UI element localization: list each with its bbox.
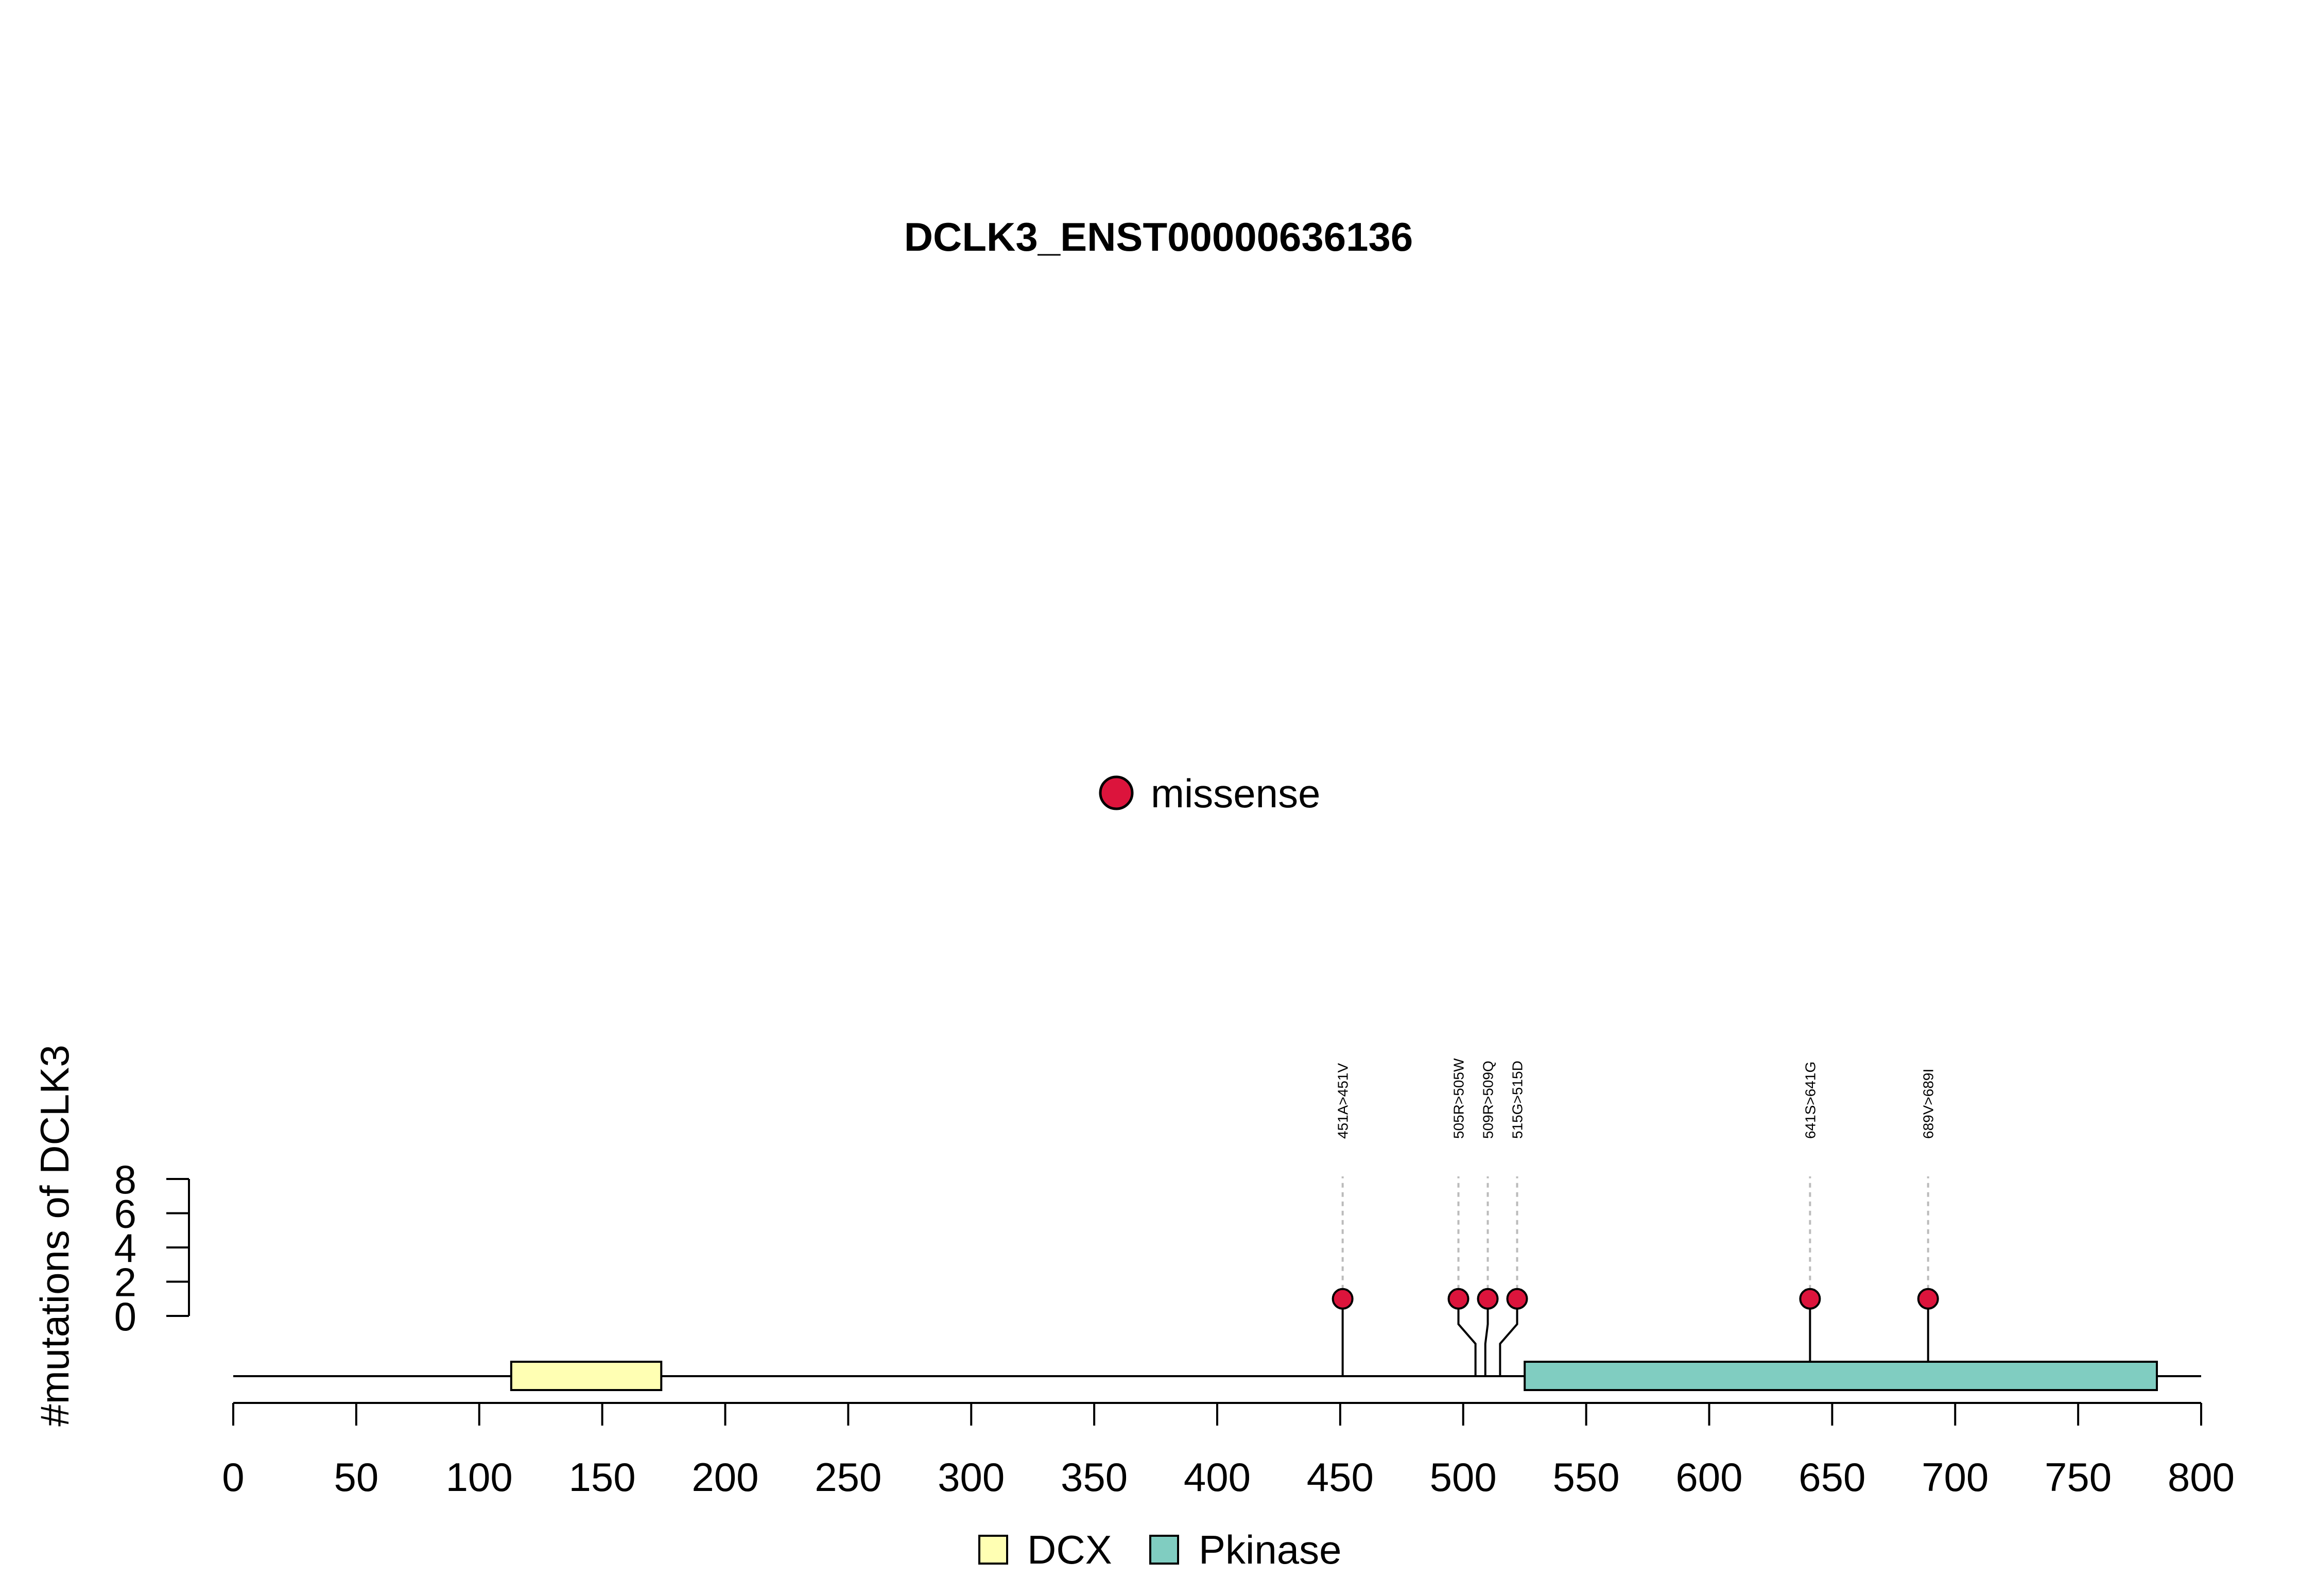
mutation-stem xyxy=(1499,1298,1518,1376)
mutation-marker xyxy=(1506,1288,1528,1310)
x-tick-label: 800 xyxy=(2168,1454,2235,1500)
x-tick-label: 350 xyxy=(1061,1454,1128,1500)
mutation-marker xyxy=(1917,1288,1939,1310)
domain-dcx xyxy=(510,1361,663,1391)
mutation-marker xyxy=(1332,1288,1354,1310)
missense-legend-marker xyxy=(1099,775,1134,810)
y-tick-label: 6 xyxy=(114,1191,136,1237)
x-tick-label: 250 xyxy=(815,1454,881,1500)
x-tick-label: 500 xyxy=(1430,1454,1497,1500)
x-tick-label: 750 xyxy=(2045,1454,2112,1500)
y-tick-label: 2 xyxy=(114,1260,136,1305)
mutation-label: 689V>689I xyxy=(1921,1069,1936,1139)
x-axis: 0 50 100 150 200 250 300 350 400 450 500 550 600 650 7… xyxy=(222,1402,2235,1500)
x-tick-label: 100 xyxy=(446,1454,513,1500)
x-tick-label: 50 xyxy=(334,1454,378,1500)
mutation-label: 515G>515D xyxy=(1510,1061,1526,1139)
mutation-marker xyxy=(1477,1288,1499,1310)
x-tick-label: 400 xyxy=(1184,1454,1251,1500)
dcx-legend-label: DCX xyxy=(1027,1527,1112,1572)
mutation-stem xyxy=(1484,1298,1489,1376)
domain-legend: DCX Pkinase xyxy=(978,1527,1342,1572)
y-axis-label: #mutations of DCLK3 xyxy=(32,1045,77,1426)
y-tick-label: 4 xyxy=(114,1225,136,1271)
domains xyxy=(510,1361,2158,1391)
x-tick-label: 650 xyxy=(1799,1454,1865,1500)
mutation-marker xyxy=(1799,1288,1821,1310)
x-tick-label: 450 xyxy=(1307,1454,1374,1500)
x-tick-label: 0 xyxy=(222,1454,244,1500)
x-tick-label: 200 xyxy=(691,1454,758,1500)
y-tick-label: 8 xyxy=(114,1157,136,1202)
mutation-stem xyxy=(1457,1298,1477,1376)
x-tick-label: 150 xyxy=(569,1454,636,1500)
mutation-legend: missense xyxy=(1099,771,1320,816)
x-tick-label: 550 xyxy=(1553,1454,1620,1500)
mutation-label: 509R>509Q xyxy=(1480,1061,1496,1139)
mutation-lollipops: 451A>451V 505R>505W 509R>509Q 515G>515D 641S… xyxy=(1332,1058,1939,1310)
pkinase-legend-swatch xyxy=(1149,1535,1179,1565)
dcx-legend-swatch xyxy=(978,1535,1008,1565)
mutation-label: 451A>451V xyxy=(1335,1063,1351,1139)
mutation-marker xyxy=(1447,1288,1469,1310)
x-tick-label: 300 xyxy=(938,1454,1005,1500)
mutation-label: 641S>641G xyxy=(1802,1062,1818,1139)
domain-pkinase xyxy=(1524,1361,2158,1391)
x-tick-label: 700 xyxy=(1922,1454,1989,1500)
mutation-stems xyxy=(1341,1176,1929,1376)
y-tick-label: 0 xyxy=(114,1294,136,1339)
pkinase-legend-label: Pkinase xyxy=(1199,1527,1342,1572)
x-tick-label: 600 xyxy=(1675,1454,1742,1500)
chart-title: DCLK3_ENST00000636136 xyxy=(904,214,1413,259)
missense-legend-label: missense xyxy=(1151,771,1320,816)
mutation-label: 505R>505W xyxy=(1451,1058,1467,1139)
